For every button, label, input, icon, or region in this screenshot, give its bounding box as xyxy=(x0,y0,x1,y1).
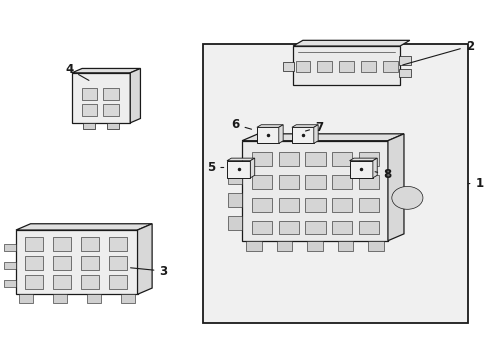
Bar xyxy=(358,198,378,212)
Bar xyxy=(317,61,331,72)
Bar xyxy=(25,237,43,251)
Bar xyxy=(103,104,119,116)
Bar xyxy=(108,275,127,289)
Polygon shape xyxy=(16,224,152,230)
Polygon shape xyxy=(226,158,254,161)
Bar xyxy=(81,237,99,251)
Bar xyxy=(358,175,378,189)
Bar xyxy=(251,198,272,212)
Bar xyxy=(83,123,95,129)
Text: 4: 4 xyxy=(65,63,89,80)
Bar xyxy=(108,256,127,270)
Polygon shape xyxy=(72,73,130,123)
Polygon shape xyxy=(130,68,140,123)
Text: 5: 5 xyxy=(206,161,224,174)
Bar xyxy=(305,175,325,189)
Bar xyxy=(53,294,66,303)
Bar xyxy=(121,294,134,303)
Bar xyxy=(292,46,399,85)
Bar xyxy=(4,280,16,287)
Bar xyxy=(25,275,43,289)
Bar xyxy=(81,104,97,116)
Bar xyxy=(283,62,293,71)
Circle shape xyxy=(391,186,422,209)
Text: 7: 7 xyxy=(305,121,323,134)
Bar xyxy=(295,61,309,72)
Polygon shape xyxy=(372,158,376,178)
Bar xyxy=(256,127,278,143)
Bar xyxy=(339,61,353,72)
Bar xyxy=(398,56,410,64)
Polygon shape xyxy=(242,141,387,241)
Bar xyxy=(331,175,352,189)
Text: 6: 6 xyxy=(231,118,251,131)
Bar xyxy=(276,241,292,251)
Text: 8: 8 xyxy=(374,168,390,181)
Text: 3: 3 xyxy=(130,265,167,278)
Bar xyxy=(228,169,242,184)
Bar xyxy=(349,161,372,178)
Bar xyxy=(87,294,101,303)
Polygon shape xyxy=(16,230,137,294)
Bar xyxy=(81,88,97,100)
Polygon shape xyxy=(313,125,318,143)
Bar xyxy=(107,123,119,129)
Bar xyxy=(53,275,71,289)
Bar xyxy=(4,244,16,251)
Polygon shape xyxy=(278,125,283,143)
Bar xyxy=(291,127,313,143)
Bar xyxy=(103,88,119,100)
Bar xyxy=(246,241,262,251)
Bar xyxy=(278,221,298,234)
Bar xyxy=(331,221,352,234)
Bar xyxy=(19,294,32,303)
Bar xyxy=(81,256,99,270)
Bar xyxy=(251,175,272,189)
Bar xyxy=(4,262,16,269)
Bar xyxy=(398,68,410,77)
Bar xyxy=(305,198,325,212)
Polygon shape xyxy=(242,134,403,141)
Bar xyxy=(81,275,99,289)
Bar xyxy=(25,256,43,270)
Bar xyxy=(331,152,352,166)
Polygon shape xyxy=(387,134,403,241)
Polygon shape xyxy=(349,158,376,161)
Bar xyxy=(382,61,397,72)
Bar xyxy=(278,198,298,212)
Bar xyxy=(306,241,322,251)
Bar xyxy=(305,221,325,234)
Bar xyxy=(305,152,325,166)
Bar xyxy=(331,198,352,212)
Polygon shape xyxy=(72,68,140,73)
Bar xyxy=(358,152,378,166)
Polygon shape xyxy=(250,158,254,178)
Bar xyxy=(278,175,298,189)
Bar xyxy=(251,221,272,234)
Bar xyxy=(53,237,71,251)
Bar xyxy=(337,241,352,251)
Bar xyxy=(203,44,467,323)
Text: 2: 2 xyxy=(402,40,473,65)
Text: 1: 1 xyxy=(467,177,483,190)
Bar xyxy=(228,216,242,230)
Polygon shape xyxy=(291,125,318,127)
Bar xyxy=(251,152,272,166)
Bar xyxy=(361,61,375,72)
Bar xyxy=(358,221,378,234)
Bar xyxy=(367,241,383,251)
Bar xyxy=(226,161,250,178)
Polygon shape xyxy=(292,40,409,46)
Bar xyxy=(108,237,127,251)
Bar xyxy=(53,256,71,270)
Bar xyxy=(228,193,242,207)
Bar xyxy=(278,152,298,166)
Polygon shape xyxy=(137,224,152,294)
Polygon shape xyxy=(256,125,283,127)
